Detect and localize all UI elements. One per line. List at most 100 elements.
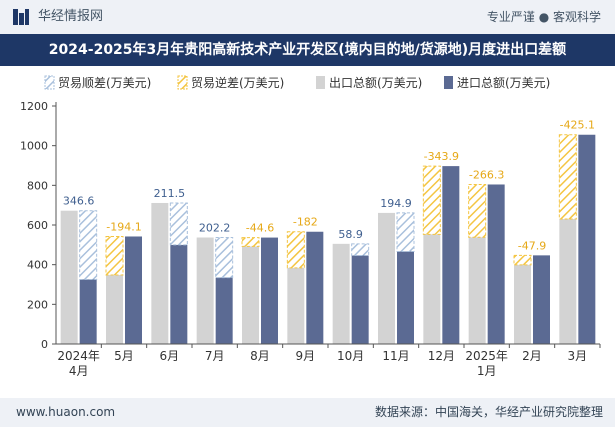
import-bar (306, 231, 324, 344)
legend-label: 进口总额(万美元) (457, 76, 550, 90)
import-bar (79, 279, 97, 344)
bottom-bar: www.huaon.com 数据来源：中国海关，华经产业研究院整理 (0, 398, 615, 427)
y-tick-label: 1000 (20, 140, 48, 153)
data-label: -182 (293, 216, 318, 229)
x-tick-label-line: 12月 (428, 349, 455, 363)
x-tick-label-line: 9月 (296, 349, 316, 363)
data-label: 211.5 (154, 187, 186, 200)
export-bar (242, 246, 259, 344)
export-bar (559, 219, 577, 344)
data-label: -425.1 (560, 119, 595, 132)
data-label: -343.9 (424, 150, 459, 163)
trade-balance-chart: 贸易顺差(万美元) 贸易逆差(万美元) 出口总额(万美元) 进口总额(万美元) 0 20… (20, 75, 601, 378)
deficit-segment (286, 231, 305, 269)
import-bar (351, 255, 369, 344)
x-tick-label-line: 7月 (205, 349, 225, 363)
brand-name: 华经情报网 (38, 9, 104, 24)
chart-legend: 贸易顺差(万美元) 贸易逆差(万美元) 出口总额(万美元) 进口总额(万美元) (44, 75, 550, 90)
x-tick-label: 6月 (160, 349, 180, 363)
legend-label: 贸易顺差(万美元) (58, 76, 151, 90)
top-bar: 华经情报网 专业严谨 ● 客观科学 (0, 0, 615, 34)
deficit-segment (558, 134, 577, 220)
x-tick-label: 11月 (382, 349, 409, 363)
data-label: -47.9 (518, 239, 546, 252)
surplus-segment (351, 243, 370, 257)
import-bar (125, 236, 142, 344)
deficit-segment (241, 237, 260, 247)
export-bar (332, 243, 350, 344)
x-tick-label: 8月 (250, 349, 270, 363)
x-tick-label: 3月 (568, 349, 588, 363)
deficit-segment (105, 235, 124, 276)
x-tick-label-line: 11月 (382, 349, 409, 363)
x-tick-label-line: 3月 (568, 349, 588, 363)
title-bar: 2024-2025年3月年贵阳高新技术产业开发区(境内目的地/货源地)月度进出口… (0, 34, 615, 66)
x-tick-label: 2025年 1月 (465, 349, 508, 378)
x-tick-label-line: 2025年 (465, 349, 508, 363)
import-bar (487, 184, 505, 344)
x-tick-label: 9月 (296, 349, 316, 363)
surplus-segment (79, 210, 98, 280)
surplus-segment (169, 202, 188, 246)
data-label: 202.2 (199, 221, 231, 234)
x-tick-label: 7月 (205, 349, 225, 363)
legend-label: 出口总额(万美元) (329, 76, 422, 90)
import-bar (170, 244, 188, 344)
bars-layer: 346.6 -194.1 211.5 202.2 -44.6 -182 58.9 194.9 -… (60, 119, 596, 344)
x-tick-label-line: 2月 (522, 349, 542, 363)
x-tick-label-line: 6月 (160, 349, 180, 363)
x-tick-label-line: 2024年 (57, 349, 100, 363)
export-bar (287, 267, 305, 344)
data-label: -44.6 (246, 222, 274, 235)
legend-swatch (316, 76, 325, 89)
y-axis: 0 200 400 600 800 1000 1200 (20, 100, 57, 351)
x-tick-label: 10月 (337, 349, 364, 363)
export-bar (378, 212, 395, 344)
import-bar (578, 134, 596, 344)
surplus-segment (396, 212, 415, 253)
data-label: 58.9 (338, 228, 363, 241)
legend-label: 贸易逆差(万美元) (191, 75, 284, 90)
deficit-segment (513, 254, 532, 266)
export-bar (468, 237, 486, 344)
site-url: www.huaon.com (16, 405, 116, 419)
import-bar (261, 237, 278, 344)
data-label: 194.9 (380, 197, 412, 210)
legend-swatch (44, 75, 55, 90)
y-tick-label: 800 (27, 179, 48, 192)
y-tick-label: 600 (27, 219, 48, 232)
data-label: -194.1 (106, 220, 141, 233)
y-tick-label: 400 (27, 259, 48, 272)
import-bar (397, 251, 414, 344)
y-tick-label: 1200 (20, 100, 48, 113)
x-tick-label: 2月 (522, 349, 542, 363)
x-tick-label: 2024年 4月 (57, 349, 100, 378)
slogan: 专业严谨 ● 客观科学 (486, 10, 601, 24)
x-tick-label: 5月 (114, 349, 134, 363)
export-bar (514, 264, 531, 344)
export-bar (106, 274, 123, 344)
x-tick-label-line: 8月 (250, 349, 270, 363)
chart-title: 2024-2025年3月年贵阳高新技术产业开发区(境内目的地/货源地)月度进出口… (48, 42, 567, 58)
deficit-segment (468, 183, 487, 238)
export-bar (60, 210, 78, 344)
legend-swatch (177, 75, 188, 90)
y-tick-label: 200 (27, 298, 48, 311)
data-source: 数据来源：中国海关，华经产业研究院整理 (374, 405, 603, 419)
data-label: -266.3 (469, 168, 504, 181)
export-bar (423, 234, 441, 344)
x-tick-label-line: 5月 (114, 349, 134, 363)
x-tick-label-line: 1月 (477, 364, 497, 378)
deficit-segment (422, 165, 441, 235)
x-axis: 2024年 4月 5月 6月 7月 8月 9月 10月 11月 12月 2025年 1月 2月 3月 (56, 343, 601, 378)
data-label: 346.6 (63, 195, 95, 208)
y-tick-label: 0 (41, 338, 48, 351)
export-bar (151, 202, 169, 344)
legend-swatch (444, 76, 453, 89)
surplus-segment (215, 236, 234, 279)
huajing-logo-icon (13, 9, 29, 25)
import-bar (442, 166, 460, 344)
x-tick-label-line: 4月 (69, 364, 89, 378)
x-tick-label: 12月 (428, 349, 455, 363)
x-tick-label-line: 10月 (337, 349, 364, 363)
